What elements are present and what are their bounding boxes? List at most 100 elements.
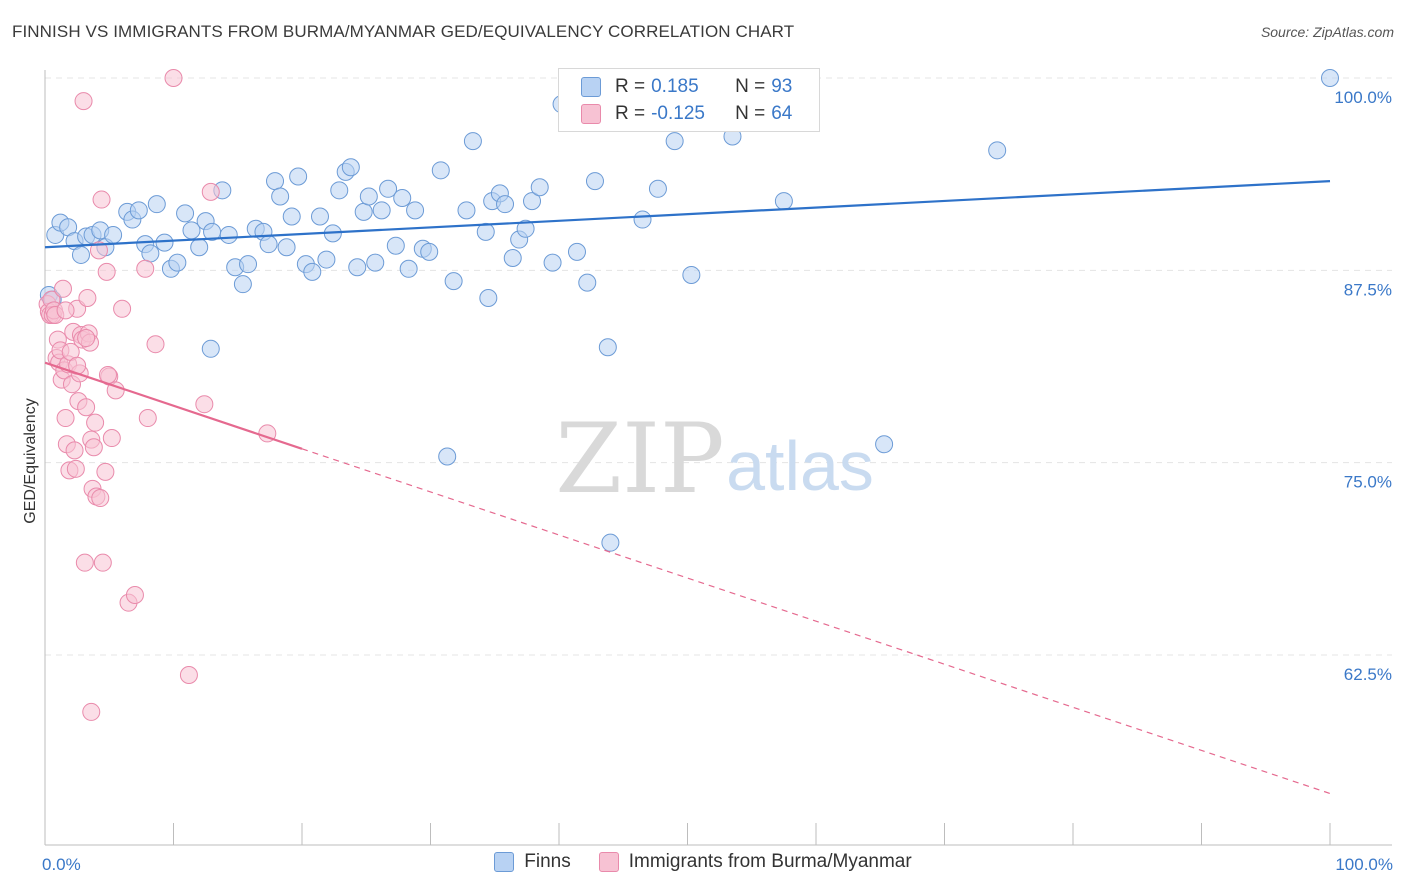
point-finns xyxy=(543,253,562,272)
point-finns xyxy=(633,210,652,229)
finns-swatch xyxy=(494,852,515,872)
point-burma xyxy=(96,462,115,481)
point-finns xyxy=(330,181,349,200)
point-finns xyxy=(386,236,405,255)
point-finns xyxy=(503,249,522,268)
legend-row-burma: R = -0.125 N = 64 xyxy=(581,101,792,127)
point-finns xyxy=(479,289,498,308)
point-finns xyxy=(310,207,329,226)
point-finns xyxy=(567,242,586,261)
point-finns xyxy=(774,192,793,211)
point-finns xyxy=(682,265,701,284)
point-finns xyxy=(201,339,220,358)
point-burma xyxy=(56,301,75,320)
n-value: 93 xyxy=(771,76,793,97)
point-burma xyxy=(138,409,157,428)
legend-row-finns: R = 0.185 N = 93 xyxy=(581,74,792,100)
burma-swatch xyxy=(581,104,601,124)
point-finns xyxy=(271,187,290,206)
point-burma xyxy=(92,190,111,209)
point-burma xyxy=(65,441,84,460)
point-burma xyxy=(201,182,220,201)
y-tick-label: 87.5% xyxy=(1344,280,1392,299)
source-credit: Source: ZipAtlas.com xyxy=(1260,24,1394,40)
point-finns xyxy=(496,195,515,214)
point-burma xyxy=(97,262,116,281)
point-finns xyxy=(259,235,278,254)
watermark-atlas: atlas xyxy=(726,427,874,505)
point-finns xyxy=(399,259,418,278)
burma-swatch xyxy=(598,852,619,872)
point-finns xyxy=(219,225,238,244)
point-burma xyxy=(136,259,155,278)
point-finns xyxy=(431,161,450,180)
point-finns xyxy=(516,219,535,238)
point-burma xyxy=(74,92,93,111)
point-finns xyxy=(1321,69,1339,87)
point-finns xyxy=(444,272,463,291)
trend-lines xyxy=(44,179,1331,795)
point-finns xyxy=(147,195,166,214)
point-burma xyxy=(89,241,108,260)
point-burma xyxy=(179,666,198,685)
point-burma xyxy=(77,398,96,417)
point-finns xyxy=(406,201,425,220)
point-finns xyxy=(598,338,617,357)
point-finns xyxy=(176,204,195,223)
legend-label-finns: Finns xyxy=(524,851,571,872)
point-burma xyxy=(77,329,96,348)
axis-labels: 100.0% 87.5% 75.0% 62.5% 0.0% 100.0% GED/Equiv… xyxy=(22,88,1393,874)
point-finns xyxy=(317,250,336,269)
y-tick-label: 62.5% xyxy=(1344,665,1392,684)
point-burma xyxy=(113,299,132,318)
r-label: R = xyxy=(615,76,646,97)
chart-title: FINNISH VS IMMIGRANTS FROM BURMA/MYANMAR… xyxy=(12,22,795,41)
point-finns xyxy=(393,189,412,208)
series-legend: Finns Immigrants from Burma/Myanmar xyxy=(0,851,1406,873)
point-finns xyxy=(438,447,457,466)
point-burma xyxy=(91,489,110,508)
legend-item-burma: Immigrants from Burma/Myanmar xyxy=(598,851,912,873)
point-finns xyxy=(277,238,296,257)
point-finns xyxy=(104,225,123,244)
point-burma xyxy=(75,553,94,572)
point-finns xyxy=(379,179,398,198)
x-tick-label: 100.0% xyxy=(1335,855,1393,874)
y-axis-label: GED/Equivalency xyxy=(22,398,39,523)
point-burma xyxy=(82,702,101,721)
watermark-zip: ZIP xyxy=(555,403,724,515)
point-burma xyxy=(195,395,214,414)
point-finns xyxy=(578,273,597,292)
point-finns xyxy=(463,132,482,151)
point-finns xyxy=(665,132,684,151)
point-finns xyxy=(289,167,308,186)
n-label: N = xyxy=(735,76,766,97)
point-finns xyxy=(354,202,373,221)
y-tick-label: 75.0% xyxy=(1344,473,1392,492)
trend-line-finns xyxy=(44,179,1331,249)
point-finns xyxy=(341,158,360,177)
legend-item-finns: Finns xyxy=(494,851,571,873)
y-tick-label: 100.0% xyxy=(1334,88,1392,107)
point-finns xyxy=(129,201,148,220)
finns-swatch xyxy=(581,77,601,97)
legend-label-burma: Immigrants from Burma/Myanmar xyxy=(628,851,912,872)
point-finns xyxy=(523,192,542,211)
point-burma xyxy=(146,335,165,354)
point-finns xyxy=(282,207,301,226)
grid-lines xyxy=(45,77,1392,656)
point-finns xyxy=(648,179,667,198)
point-finns xyxy=(348,258,367,277)
point-burma xyxy=(102,429,121,448)
point-finns xyxy=(476,222,495,241)
point-finns xyxy=(875,435,894,454)
point-burma xyxy=(53,279,72,298)
point-finns xyxy=(168,253,187,272)
series-burma xyxy=(38,69,277,721)
r-label: R = xyxy=(615,103,646,124)
axes xyxy=(44,70,1392,846)
point-finns xyxy=(190,238,209,257)
point-finns xyxy=(155,233,174,252)
point-burma xyxy=(93,553,112,572)
